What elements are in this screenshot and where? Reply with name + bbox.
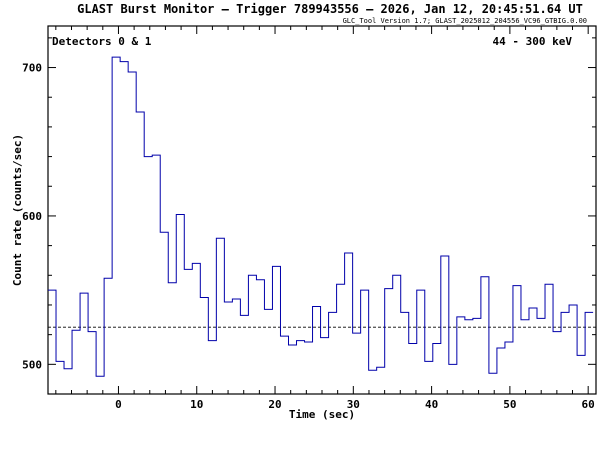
- x-axis-tick-labels: 0 10 20 30 40 50 60: [115, 398, 595, 411]
- count-rate-step-line: [48, 56, 594, 377]
- chart-subtitle: GLC_Tool Version 1.7; GLAST_2025012_2045…: [343, 17, 587, 25]
- energy-range-annotation: 44 - 300 keV: [493, 35, 573, 48]
- x-tick-label: 20: [268, 398, 281, 411]
- series-layer: [48, 56, 594, 377]
- x-tick-label: 40: [425, 398, 438, 411]
- x-axis-label: Time (sec): [289, 408, 355, 421]
- x-axis-ticks: [55, 26, 589, 394]
- y-axis-ticks: [48, 37, 596, 395]
- x-tick-label: 30: [347, 398, 360, 411]
- x-tick-label: 60: [582, 398, 595, 411]
- x-tick-label: 0: [115, 398, 122, 411]
- x-tick-label: 50: [503, 398, 516, 411]
- y-tick-label: 500: [22, 358, 42, 371]
- x-tick-label: 10: [190, 398, 203, 411]
- detectors-annotation: Detectors 0 & 1: [52, 35, 152, 48]
- y-axis-tick-labels: 500 600 700: [22, 62, 42, 372]
- chart-title: GLAST Burst Monitor – Trigger 789943556 …: [77, 2, 583, 16]
- y-tick-label: 700: [22, 62, 42, 75]
- y-tick-label: 600: [22, 210, 42, 223]
- y-axis-label: Count rate (counts/sec): [11, 134, 24, 286]
